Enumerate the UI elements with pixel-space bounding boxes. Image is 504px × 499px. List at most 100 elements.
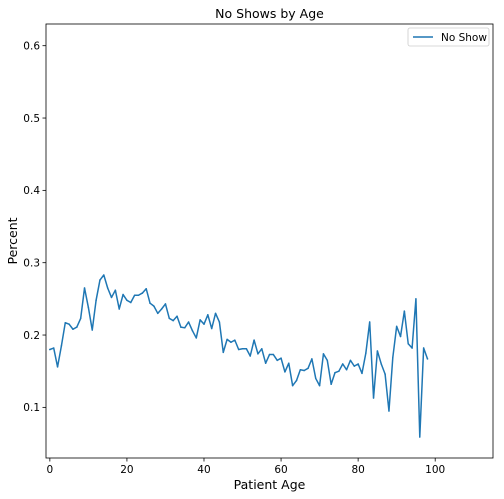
- data-point: [334, 371, 336, 374]
- data-point: [118, 308, 120, 310]
- data-point: [95, 299, 97, 302]
- x-tick-label: 20: [120, 464, 133, 476]
- data-point: [392, 356, 394, 359]
- data-point: [137, 294, 140, 296]
- y-tick-label: 0.6: [23, 41, 40, 53]
- y-tick-label: 0.4: [23, 185, 40, 197]
- data-point: [199, 319, 201, 321]
- data-point: [56, 366, 59, 368]
- data-point: [415, 298, 417, 300]
- data-point: [141, 292, 144, 294]
- y-tick-label: 0.3: [23, 258, 40, 270]
- data-point: [126, 299, 128, 302]
- data-point: [380, 363, 382, 365]
- data-point: [361, 372, 363, 375]
- plot-frame: [45, 23, 494, 459]
- data-point: [106, 287, 109, 289]
- data-point: [395, 325, 398, 328]
- data-point: [91, 329, 93, 331]
- data-point: [322, 353, 325, 355]
- data-point: [87, 306, 90, 309]
- data-point: [160, 308, 163, 310]
- data-point: [272, 353, 275, 356]
- data-point: [276, 359, 278, 362]
- data-point: [153, 305, 155, 307]
- data-point: [261, 348, 263, 350]
- data-point: [83, 287, 86, 289]
- data-point: [419, 436, 421, 438]
- y-axis-label: Percent: [5, 217, 20, 264]
- data-point: [399, 335, 402, 338]
- data-point: [330, 383, 332, 385]
- chart-title: No Shows by Age: [215, 6, 324, 21]
- data-point: [68, 323, 70, 325]
- data-point: [183, 327, 186, 329]
- data-point: [218, 321, 221, 323]
- data-point: [79, 317, 82, 320]
- data-point: [130, 301, 132, 304]
- data-point: [411, 347, 413, 349]
- data-point: [368, 321, 371, 323]
- plot-background: [46, 24, 493, 458]
- data-point: [237, 348, 240, 351]
- data-point: [133, 294, 136, 296]
- data-point: [318, 384, 321, 387]
- data-point: [180, 326, 182, 328]
- data-point: [349, 359, 352, 362]
- data-point: [176, 315, 178, 317]
- data-point: [172, 319, 174, 322]
- data-point: [49, 348, 51, 351]
- data-point: [311, 358, 313, 360]
- data-point: [195, 337, 198, 339]
- data-point: [303, 369, 305, 372]
- x-tick-label: 60: [274, 464, 287, 476]
- x-axis-ticks: 0 20 40 60 80 100: [47, 458, 445, 476]
- data-point: [164, 303, 167, 305]
- data-point: [214, 312, 217, 315]
- data-point: [191, 329, 194, 332]
- x-axis-label: Patient Age: [234, 477, 306, 492]
- data-point: [288, 362, 290, 364]
- data-point: [203, 323, 205, 325]
- data-point: [372, 397, 375, 399]
- x-tick-label: 40: [197, 464, 210, 476]
- data-point: [230, 341, 232, 344]
- x-tick-label: 0: [47, 464, 54, 476]
- x-tick-label: 100: [425, 464, 445, 476]
- data-point: [157, 312, 159, 315]
- data-point: [284, 371, 286, 373]
- data-point: [253, 339, 255, 341]
- data-point: [307, 367, 309, 370]
- data-point: [407, 342, 409, 345]
- data-point: [122, 293, 124, 296]
- data-point: [187, 321, 190, 323]
- data-point: [149, 302, 151, 304]
- data-point: [299, 369, 302, 371]
- data-point: [222, 351, 225, 354]
- data-point: [338, 370, 340, 372]
- data-point: [103, 274, 105, 276]
- data-point: [388, 410, 390, 412]
- data-point: [114, 289, 117, 291]
- data-point: [357, 363, 359, 365]
- data-point: [210, 327, 213, 330]
- data-point: [365, 352, 367, 354]
- data-point: [207, 314, 209, 316]
- data-point: [403, 310, 406, 312]
- data-point: [234, 339, 236, 341]
- data-point: [326, 359, 329, 362]
- data-point: [60, 345, 63, 347]
- data-point: [264, 362, 267, 364]
- data-point: [353, 365, 356, 367]
- data-point: [76, 326, 78, 328]
- legend: No Show: [407, 27, 490, 47]
- data-point: [145, 287, 147, 290]
- data-point: [72, 328, 74, 330]
- x-tick-label: 80: [351, 464, 364, 476]
- data-point: [280, 357, 282, 359]
- data-point: [64, 321, 67, 324]
- data-point: [295, 379, 298, 382]
- data-point: [376, 350, 379, 352]
- data-point: [110, 296, 113, 299]
